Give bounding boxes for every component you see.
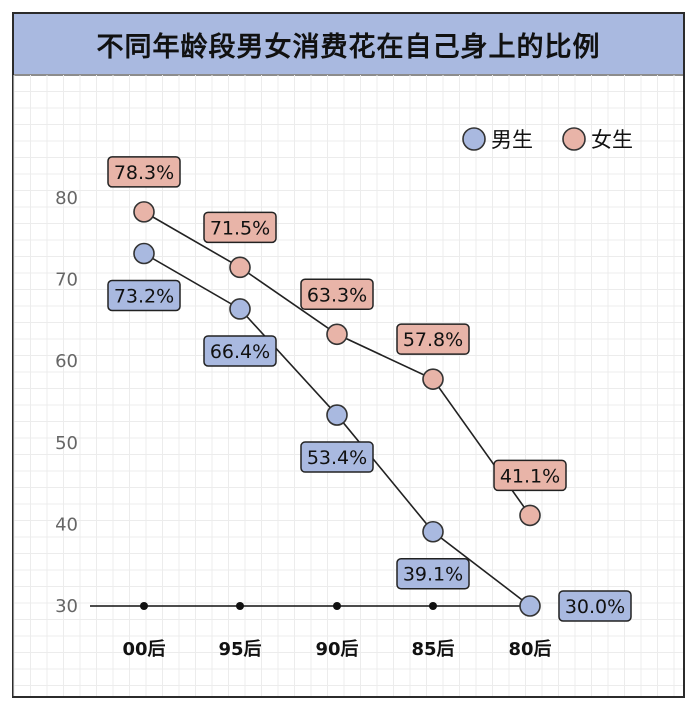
- data-label-box: [558, 590, 632, 622]
- x-tick-label: 85后: [411, 639, 454, 660]
- data-label: 63.3%: [307, 284, 367, 306]
- data-point: [422, 368, 444, 390]
- data-label: 53.4%: [307, 447, 367, 469]
- y-tick-label: 40: [55, 514, 78, 535]
- data-label: 71.5%: [210, 217, 270, 239]
- data-point: [326, 404, 348, 426]
- x-tick-label: 80后: [508, 639, 551, 660]
- data-label-box: [107, 279, 181, 312]
- x-tick-label: 95后: [218, 639, 261, 660]
- data-label-box: [203, 335, 277, 367]
- data-label-box: [396, 323, 470, 355]
- grid: [13, 74, 683, 696]
- y-tick-label: 30: [55, 596, 78, 617]
- data-label: 73.2%: [114, 285, 174, 307]
- x-tick-dot: [140, 602, 148, 610]
- y-tick-label: 50: [55, 433, 78, 454]
- data-label-box: [396, 557, 470, 590]
- x-tick-dot: [236, 602, 244, 610]
- data-label: 39.1%: [403, 564, 463, 586]
- legend-label: 女生: [591, 128, 633, 152]
- x-tick-dot: [333, 602, 341, 610]
- y-tick-label: 70: [55, 270, 78, 291]
- legend-label: 男生: [491, 128, 533, 152]
- data-label: 57.8%: [403, 329, 463, 351]
- data-point: [326, 323, 348, 346]
- x-tick-label: 90后: [315, 639, 358, 660]
- y-tick-label: 60: [55, 351, 78, 372]
- chart-title: 不同年龄段男女消费花在自己身上的比例: [14, 14, 683, 76]
- data-label-box: [493, 459, 567, 492]
- data-point: [229, 256, 251, 279]
- data-label-box: [107, 156, 181, 188]
- data-point: [519, 504, 541, 527]
- x-tick-dot: [429, 602, 437, 610]
- data-label: 30.0%: [565, 596, 625, 618]
- data-point: [229, 298, 251, 320]
- data-point: [422, 520, 444, 543]
- data-point: [519, 595, 541, 617]
- data-point: [133, 201, 155, 223]
- legend-marker: [462, 127, 486, 151]
- y-tick-label: 80: [55, 188, 78, 209]
- data-label: 66.4%: [210, 341, 270, 363]
- data-label: 78.3%: [114, 162, 174, 184]
- data-label-box: [300, 441, 374, 473]
- legend-marker: [562, 127, 586, 151]
- data-point: [133, 242, 155, 265]
- x-tick-label: 00后: [122, 639, 165, 660]
- data-label-box: [203, 211, 277, 244]
- data-label: 41.1%: [500, 465, 560, 487]
- data-label-box: [300, 278, 374, 311]
